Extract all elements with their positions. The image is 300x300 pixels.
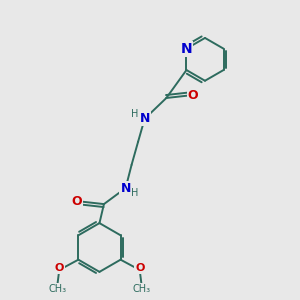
Text: N: N [181, 42, 192, 56]
Text: H: H [131, 109, 139, 119]
Text: N: N [140, 112, 150, 125]
Text: O: O [72, 195, 83, 208]
Text: O: O [54, 263, 64, 273]
Text: CH₃: CH₃ [49, 284, 67, 294]
Text: O: O [188, 89, 198, 102]
Text: N: N [120, 182, 131, 194]
Text: CH₃: CH₃ [132, 284, 150, 294]
Text: O: O [135, 263, 145, 273]
Text: H: H [131, 188, 139, 197]
